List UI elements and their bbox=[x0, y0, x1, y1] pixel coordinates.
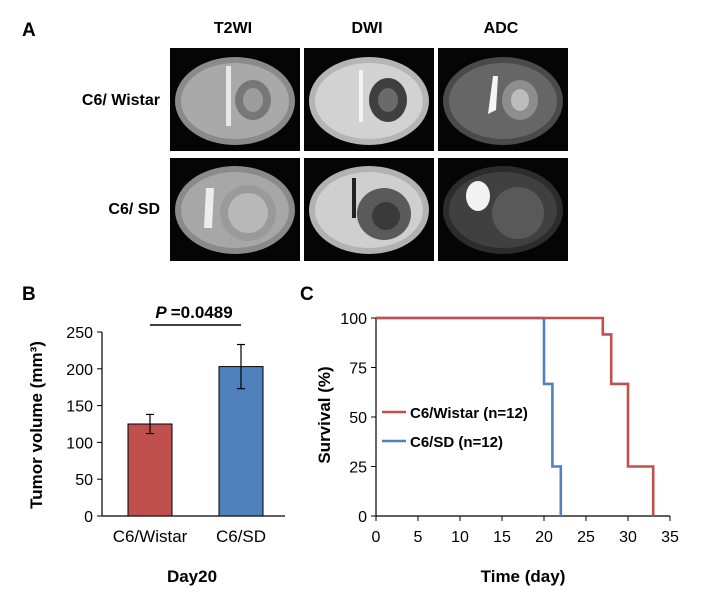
p-value: =0.0489 bbox=[171, 303, 233, 322]
y-tick-label: 25 bbox=[349, 460, 367, 477]
y-tick-label: 50 bbox=[75, 472, 93, 489]
bar-chart: 0 50 100 150 200 250 C6/Wistar C6/SD P =0.0489 Da… bbox=[27, 303, 285, 586]
y-tick-label: 100 bbox=[340, 311, 367, 328]
p-value-annotation: P =0.0489 bbox=[155, 303, 232, 322]
row-label-sd: C6/ SD bbox=[108, 201, 160, 218]
bar bbox=[218, 366, 264, 517]
y-tick-label: 50 bbox=[349, 410, 367, 427]
y-axis-title: Tumor volume (mm³) bbox=[27, 341, 46, 509]
column-header-adc: ADC bbox=[483, 20, 519, 37]
panel-b-letter: B bbox=[22, 284, 36, 305]
x-tick-label: 35 bbox=[661, 529, 679, 546]
y-tick-label: 75 bbox=[349, 361, 367, 378]
x-category-label: C6/SD bbox=[216, 527, 266, 546]
bar bbox=[127, 423, 173, 517]
mri-dwi-sd bbox=[304, 158, 434, 261]
legend-label: C6/Wistar (n=12) bbox=[410, 405, 528, 422]
column-header-t2wi: T2WI bbox=[213, 20, 253, 37]
panel-a-letter: A bbox=[22, 20, 36, 41]
mri-dwi-wistar bbox=[304, 48, 434, 151]
mri-adc-sd bbox=[438, 158, 568, 261]
mri-t2wi-sd bbox=[170, 158, 300, 261]
y-tick-label: 150 bbox=[66, 399, 93, 416]
x-category-label: C6/Wistar bbox=[113, 527, 188, 546]
x-tick-label: 25 bbox=[577, 529, 595, 546]
panel-c-letter: C bbox=[300, 284, 314, 305]
y-tick-label: 0 bbox=[84, 509, 93, 526]
p-label: P bbox=[155, 303, 170, 322]
x-tick-label: 30 bbox=[619, 529, 637, 546]
row-label-wistar: C6/ Wistar bbox=[81, 92, 160, 109]
x-tick-label: 20 bbox=[535, 529, 553, 546]
x-axis-title: Day20 bbox=[167, 567, 217, 586]
x-tick-label: 5 bbox=[414, 529, 423, 546]
mri-t2wi-wistar bbox=[170, 48, 300, 151]
y-axis-title: Survival (%) bbox=[315, 366, 334, 463]
y-tick-label: 200 bbox=[66, 362, 93, 379]
mri-adc-wistar bbox=[438, 48, 568, 151]
column-header-dwi: DWI bbox=[351, 20, 383, 37]
y-tick-label: 250 bbox=[66, 325, 93, 342]
x-tick-label: 10 bbox=[451, 529, 469, 546]
survival-chart: 0 25 50 75 100 0 5 10 15 20 25 30 35 C6/Wistar (n=12)… bbox=[315, 311, 679, 586]
y-tick-label: 0 bbox=[358, 509, 367, 526]
survival-line bbox=[376, 316, 655, 516]
legend-label: C6/SD (n=12) bbox=[410, 434, 503, 451]
x-axis-title: Time (day) bbox=[481, 567, 566, 586]
x-tick-label: 0 bbox=[372, 529, 381, 546]
y-tick-label: 100 bbox=[66, 435, 93, 452]
x-tick-label: 15 bbox=[493, 529, 511, 546]
